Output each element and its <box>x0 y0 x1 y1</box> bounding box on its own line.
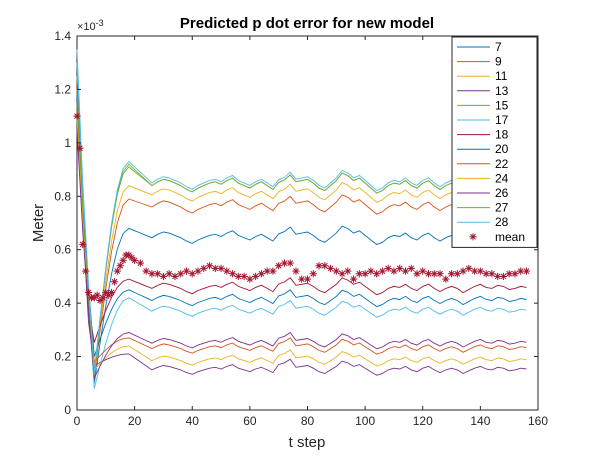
legend-label: 20 <box>495 142 509 156</box>
mean-marker <box>292 267 299 274</box>
mean-marker <box>108 289 115 296</box>
mean-marker <box>79 241 86 248</box>
y-tick-label: 1.2 <box>54 82 71 96</box>
y-axis-label: Meter <box>30 204 47 242</box>
x-tick-label: 140 <box>470 414 490 428</box>
mean-marker <box>344 267 351 274</box>
x-tick-label: 80 <box>301 414 315 428</box>
mean-marker <box>287 259 294 266</box>
legend-label: 26 <box>495 186 509 200</box>
y-tick-label: 0.4 <box>54 296 71 310</box>
x-tick-label: 20 <box>128 414 142 428</box>
legend-label: 17 <box>495 113 509 127</box>
legend-label: 28 <box>495 215 509 229</box>
y-tick-label: 0.8 <box>54 189 71 203</box>
y-tick-label: 1.4 <box>54 29 71 43</box>
chart-title: Predicted p dot error for new model <box>180 15 434 32</box>
legend-label: 13 <box>495 84 509 98</box>
y-axis-multiplier-base: ×10 <box>77 21 96 33</box>
x-tick-label: 40 <box>186 414 200 428</box>
mean-marker <box>73 113 80 120</box>
x-tick-label: 100 <box>355 414 375 428</box>
mean-marker <box>442 276 449 283</box>
y-tick-label: 0.2 <box>54 350 71 364</box>
mean-marker <box>76 145 83 152</box>
x-axis-label: t step <box>289 434 326 451</box>
mean-marker <box>350 276 357 283</box>
mean-marker <box>269 267 276 274</box>
y-tick-label: 1 <box>64 136 71 150</box>
y-tick-label: 0 <box>64 403 71 417</box>
y-axis-multiplier-exponent: -3 <box>96 18 104 28</box>
mean-marker <box>523 267 530 274</box>
legend-label: 7 <box>495 40 502 54</box>
legend-label: 9 <box>495 55 502 69</box>
x-tick-label: 0 <box>74 414 81 428</box>
legend-label: 18 <box>495 128 509 142</box>
mean-marker <box>82 267 89 274</box>
y-tick-label: 0.6 <box>54 243 71 257</box>
x-tick-label: 160 <box>528 414 548 428</box>
legend-label-mean: mean <box>495 230 525 244</box>
x-tick-label: 60 <box>243 414 257 428</box>
x-tick-label: 120 <box>413 414 433 428</box>
legend-label: 24 <box>495 171 509 185</box>
legend-label: 15 <box>495 98 509 112</box>
legend-label: 11 <box>495 69 508 83</box>
legend-label: 27 <box>495 201 509 215</box>
mean-marker <box>137 259 144 266</box>
mean-marker <box>408 265 415 272</box>
legend-label: 22 <box>495 157 509 171</box>
